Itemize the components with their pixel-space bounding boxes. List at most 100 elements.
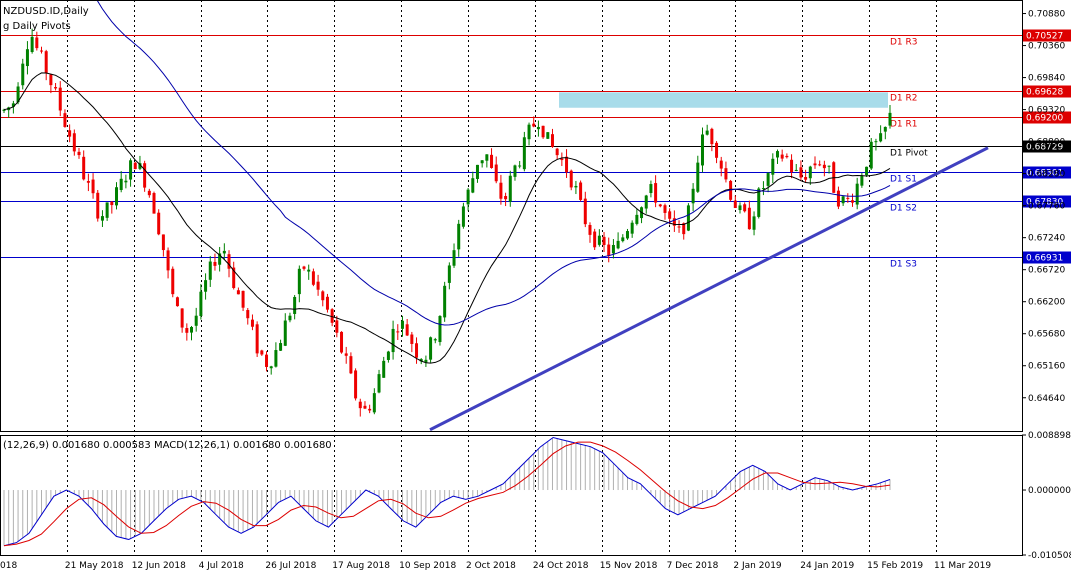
macd-signal-line (3, 441, 891, 547)
candle-body (752, 216, 756, 230)
candle-body (166, 250, 170, 271)
candle-body (691, 188, 695, 204)
candle-body (522, 137, 526, 170)
candle-body (644, 195, 648, 209)
symbol-label: NZDUSD.ID,Daily (3, 6, 89, 17)
candle-body (766, 173, 770, 186)
macd-y-tick-label: 0.008898 (1028, 431, 1071, 441)
candle-body (35, 37, 39, 49)
candle-body (11, 103, 15, 107)
x-tick-label: 10 Sep 2018 (399, 561, 456, 571)
x-tick-label: 24 Oct 2018 (533, 561, 589, 571)
candle-body (827, 165, 831, 167)
candle-body (630, 222, 634, 234)
candle-layer (2, 28, 892, 417)
candle-body (54, 87, 58, 89)
candle-body (494, 164, 498, 182)
pivot-price-box (1023, 85, 1071, 98)
candle-body (611, 244, 615, 254)
y-tick-label: 0.65680 (1028, 330, 1065, 340)
candle-body (888, 112, 892, 126)
candle-body (386, 351, 390, 360)
candle-body (715, 142, 719, 158)
candle-body (400, 320, 404, 329)
candle-body (485, 154, 489, 161)
resistance-zone (559, 92, 888, 108)
x-tick-label: 17 Aug 2018 (332, 561, 390, 571)
x-tick-label: 12 Jun 2018 (132, 561, 186, 571)
candle-body (208, 261, 212, 280)
candle-body (72, 133, 76, 152)
candle-body (579, 182, 583, 200)
candle-body (874, 141, 878, 143)
candle-body (288, 315, 292, 321)
candle-body (625, 231, 629, 239)
pivot-price-box (1023, 195, 1071, 208)
candle-body (574, 185, 578, 188)
candle-body (813, 163, 817, 166)
candle-body (860, 176, 864, 186)
macd-panel-frame (0, 435, 1023, 556)
candle-body (532, 123, 536, 127)
candle-body (536, 126, 540, 130)
pivot-name-label: D1 R3 (890, 38, 918, 48)
candle-body (180, 308, 184, 328)
candle-body (372, 393, 376, 413)
x-tick-label: 2 Jan 2019 (733, 561, 781, 571)
candle-body (504, 196, 508, 200)
pivot-price-box (1023, 140, 1071, 153)
candle-body (16, 86, 20, 103)
candle-body (147, 190, 151, 196)
candle-body (560, 158, 564, 161)
pivot-price-box (1023, 29, 1071, 42)
candle-body (457, 223, 461, 250)
candle-body (794, 169, 798, 171)
candle-body (265, 354, 269, 367)
candle-body (438, 316, 442, 343)
candle-body (757, 188, 761, 217)
candle-body (654, 183, 658, 203)
candle-body (555, 148, 559, 156)
candle-body (761, 188, 765, 190)
y-tick-label: 0.64640 (1028, 394, 1065, 404)
candle-body (241, 290, 245, 308)
x-tick-label: 15 Nov 2018 (600, 561, 658, 571)
candle-body (161, 234, 165, 251)
candle-body (635, 214, 639, 224)
candle-body (668, 211, 672, 219)
candle-body (461, 206, 465, 227)
candle-body (593, 231, 597, 248)
candle-body (396, 331, 400, 333)
candle-body (307, 269, 311, 272)
pivot-price-label: 0.68729 (1026, 143, 1063, 153)
x-tick-label: 26 Jul 2018 (265, 561, 316, 571)
grid-layer (67, 0, 937, 555)
candle-body (157, 212, 161, 235)
candle-body (274, 350, 278, 367)
pivot-name-label: D1 S1 (890, 175, 917, 185)
candle-body (354, 370, 358, 399)
candle-body (269, 366, 273, 369)
candle-body (490, 154, 494, 168)
candle-body (246, 310, 250, 319)
candle-body (21, 63, 25, 86)
candle-body (583, 198, 587, 225)
pivot-name-label: D1 S3 (890, 260, 917, 270)
candle-body (879, 133, 883, 142)
candle-body (58, 87, 62, 111)
pivot-price-label: 0.69628 (1026, 88, 1063, 98)
candle-body (110, 201, 114, 206)
candle-body (841, 196, 845, 204)
candle-body (429, 337, 433, 360)
candle-body (382, 360, 386, 378)
candle-body (279, 343, 283, 351)
y-tick-label: 0.69320 (1028, 106, 1065, 116)
candle-body (190, 326, 194, 333)
candle-body (204, 280, 208, 292)
candle-body (321, 291, 325, 301)
candle-body (565, 156, 569, 173)
candle-body (124, 180, 128, 183)
candle-body (705, 130, 709, 135)
candle-body (808, 166, 812, 179)
